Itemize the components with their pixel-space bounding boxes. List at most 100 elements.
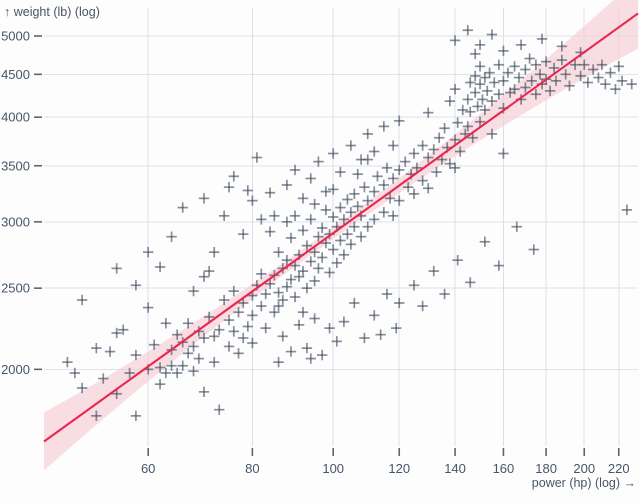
data-point [520, 64, 531, 75]
data-point [569, 59, 581, 70]
data-point [242, 321, 254, 332]
data-point [452, 117, 463, 128]
data-point [320, 186, 332, 197]
data-point [479, 104, 491, 116]
y-tick-label: 4500 [1, 67, 30, 82]
data-point [493, 89, 505, 100]
data-point [462, 121, 473, 132]
data-point [621, 204, 633, 216]
data-point [228, 285, 240, 297]
data-point [449, 83, 461, 95]
x-tick-label: 220 [608, 461, 630, 476]
data-point [297, 265, 309, 277]
data-point [328, 244, 339, 255]
data-point [455, 146, 466, 157]
data-points [62, 25, 637, 422]
y-tick-label: 2500 [1, 281, 30, 296]
data-point [111, 327, 122, 339]
data-point [616, 75, 628, 87]
regression-line [43, 12, 639, 443]
data-point [160, 367, 172, 379]
data-point [289, 260, 301, 271]
data-point [297, 307, 309, 318]
data-point [316, 222, 328, 234]
data-point [484, 67, 495, 78]
data-point [209, 331, 220, 342]
data-point [417, 300, 428, 312]
y-tick-label: 3000 [1, 214, 30, 229]
data-point [293, 271, 305, 282]
data-point [384, 193, 396, 204]
confidence-band [44, 0, 638, 471]
data-point [498, 148, 509, 159]
data-point [600, 78, 611, 90]
y-axis-tickmarks [34, 35, 42, 371]
data-point [378, 179, 390, 191]
data-point [154, 261, 166, 273]
data-point [223, 341, 235, 352]
data-point [556, 54, 568, 66]
data-point [264, 278, 276, 290]
data-point [489, 77, 500, 88]
data-point [285, 346, 297, 357]
data-point [223, 181, 235, 193]
data-point [76, 294, 88, 306]
data-point [345, 207, 357, 218]
data-point [305, 173, 316, 184]
data-point [301, 240, 313, 251]
data-point [626, 78, 637, 90]
data-point [400, 156, 411, 167]
data-point [472, 101, 483, 112]
data-point [520, 82, 531, 93]
data-point [477, 94, 488, 105]
data-point [313, 263, 324, 274]
data-point [436, 154, 448, 165]
data-point [469, 70, 481, 82]
data-point [402, 181, 414, 193]
data-point [474, 78, 486, 90]
data-point [544, 85, 556, 97]
data-point [564, 80, 575, 92]
data-point [324, 267, 335, 278]
data-point [465, 77, 476, 88]
data-point [530, 59, 542, 70]
data-point [394, 164, 405, 176]
data-point [171, 329, 183, 340]
data-point [301, 282, 313, 294]
y-tick-label: 2000 [1, 362, 30, 377]
data-point [467, 132, 478, 143]
data-point [515, 39, 527, 51]
data-point [582, 77, 594, 88]
data-point [550, 75, 562, 87]
data-point [293, 319, 305, 331]
data-point [349, 188, 360, 200]
data-point [439, 288, 450, 300]
data-point [439, 123, 450, 134]
data-point [171, 367, 183, 379]
data-point [160, 318, 172, 329]
data-point [285, 274, 297, 285]
data-point [247, 195, 258, 206]
data-point [177, 202, 188, 213]
data-point [423, 183, 434, 194]
data-point [457, 104, 468, 116]
data-point [260, 322, 271, 334]
data-point [528, 244, 540, 255]
data-point [352, 168, 363, 180]
data-point [449, 134, 461, 145]
data-point [394, 297, 405, 309]
data-point [238, 228, 249, 240]
data-point [593, 72, 604, 83]
data-point [198, 386, 210, 398]
data-point [209, 246, 220, 258]
data-point [417, 175, 428, 186]
data-point [281, 179, 293, 191]
x-tick-label: 160 [493, 461, 515, 476]
data-point [273, 246, 284, 258]
y-tick-label: 5000 [1, 28, 30, 43]
data-point [355, 231, 367, 242]
data-point [369, 214, 380, 225]
data-point [423, 152, 434, 163]
data-point [218, 294, 230, 306]
